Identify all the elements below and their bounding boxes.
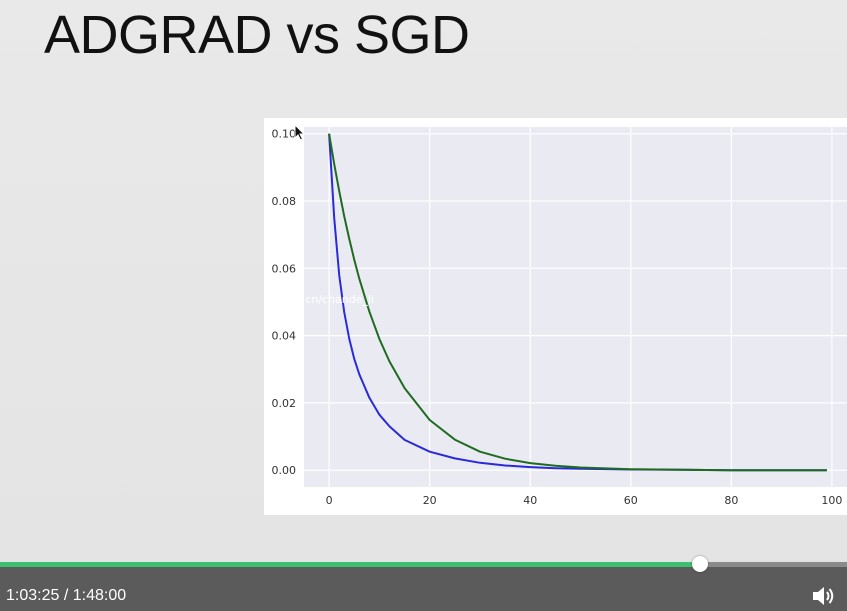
progress-fill xyxy=(0,562,700,567)
x-tick-label: 0 xyxy=(326,494,333,507)
chart-figure: 0.00 0.02 0.04 0.06 0.08 0.10 0 20 40 60 80 100 ia… xyxy=(264,118,847,515)
mouse-cursor-icon xyxy=(294,124,306,141)
y-tick-label: 0.00 xyxy=(272,464,297,477)
progress-thumb[interactable] xyxy=(691,556,708,572)
grid-lines xyxy=(304,127,847,487)
plot-area xyxy=(304,127,847,487)
y-tick-label: 0.06 xyxy=(272,262,297,275)
watermark-text: ia.cn/chande_li xyxy=(292,293,374,306)
x-tick-label: 80 xyxy=(724,494,738,507)
x-tick-label: 100 xyxy=(821,494,842,507)
series-line-2 xyxy=(328,133,827,472)
series-lines xyxy=(328,133,827,472)
y-tick-labels: 0.00 0.02 0.04 0.06 0.08 0.10 xyxy=(272,128,297,477)
time-display: 1:03:25 / 1:48:00 xyxy=(6,587,126,605)
x-tick-label: 60 xyxy=(624,494,638,507)
slide: ADGRAD vs SGD 0.00 0.02 0.04 0.06 0.08 0.10 0… xyxy=(0,0,847,562)
x-tick-labels: 0 20 40 60 80 100 xyxy=(326,494,843,507)
slide-title: ADGRAD vs SGD xyxy=(44,5,470,65)
x-tick-label: 40 xyxy=(523,494,537,507)
current-time: 1:03:25 xyxy=(6,587,60,604)
duration: 1:48:00 xyxy=(72,587,127,604)
y-tick-label: 0.04 xyxy=(272,330,297,343)
line-chart: 0.00 0.02 0.04 0.06 0.08 0.10 0 20 40 60 80 100 ia… xyxy=(272,127,847,507)
y-tick-label: 0.02 xyxy=(272,397,297,410)
y-tick-label: 0.08 xyxy=(272,195,297,208)
volume-icon[interactable] xyxy=(810,583,836,609)
time-separator: / xyxy=(59,587,73,604)
progress-bar[interactable] xyxy=(0,556,847,572)
video-controls: 1:03:25 / 1:48:00 xyxy=(0,556,847,611)
x-tick-label: 20 xyxy=(423,494,437,507)
y-tick-label: 0.10 xyxy=(272,128,297,141)
